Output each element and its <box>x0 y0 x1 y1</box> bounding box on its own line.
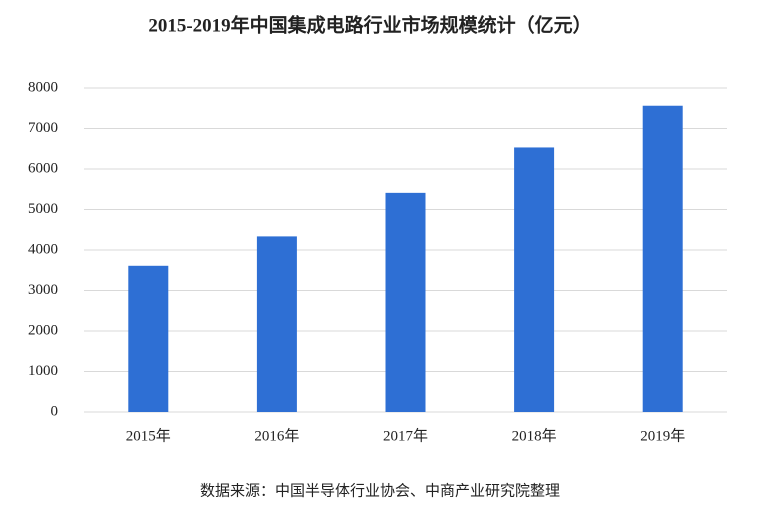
y-tick-label: 1000 <box>28 363 58 379</box>
y-tick-label: 5000 <box>28 201 58 217</box>
bar <box>514 147 555 413</box>
bar <box>385 192 426 412</box>
x-tick-label: 2016年 <box>254 427 299 444</box>
y-tick-label: 8000 <box>28 79 58 95</box>
x-tick-label: 2019年 <box>640 427 685 444</box>
bar <box>256 236 297 412</box>
x-tick-label: 2015年 <box>126 427 171 444</box>
bar <box>642 105 683 412</box>
source-note: 数据来源：中国半导体行业协会、中商产业研究院整理 <box>200 481 560 499</box>
bar <box>128 265 169 412</box>
y-tick-label: 7000 <box>28 120 58 136</box>
chart-title: 2015-2019年中国集成电路行业市场规模统计（亿元） <box>148 13 591 36</box>
y-tick-label: 3000 <box>28 282 58 298</box>
y-tick-label: 0 <box>51 403 59 419</box>
y-tick-label: 4000 <box>28 241 58 257</box>
x-tick-label: 2017年 <box>383 427 428 444</box>
y-tick-label: 2000 <box>28 322 58 338</box>
x-tick-label: 2018年 <box>512 427 557 444</box>
y-tick-label: 6000 <box>28 160 58 176</box>
